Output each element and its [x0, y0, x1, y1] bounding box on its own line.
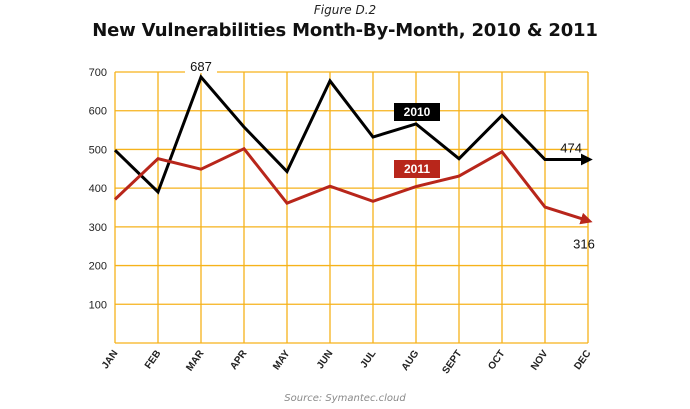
x-axis-ticks: JAN FEB MAR APR MAY JUN JUL AUG SEPT OCT NOV DEC [100, 348, 593, 376]
x-tick-label: APR [228, 348, 250, 372]
y-tick-label: 100 [89, 299, 107, 311]
legend: 2010 2011 [394, 103, 440, 178]
series-lines [113, 74, 593, 225]
annotation-bg [185, 59, 217, 74]
source-note: Source: Symantec.cloud [284, 393, 406, 404]
figure-label: Figure D.2 [313, 3, 377, 17]
y-tick-label: 200 [89, 261, 107, 273]
chart-title: New Vulnerabilities Month-By-Month, 2010… [92, 20, 598, 41]
x-tick-label: JUN [315, 348, 335, 371]
x-tick-label: NOV [529, 348, 551, 372]
x-tick-label: JAN [100, 348, 120, 371]
series-line-2011 [113, 146, 593, 225]
annotation-label: 316 [573, 237, 595, 252]
legend-box-2011 [394, 160, 440, 178]
legend-label: 2010 [404, 105, 431, 119]
y-tick-label: 500 [89, 144, 107, 156]
annotation-label: 687 [190, 59, 212, 74]
x-tick-label: DEC [572, 348, 593, 372]
annotations: 687 474 316 [185, 59, 595, 252]
x-tick-label: JUL [359, 348, 379, 370]
x-tick-label: MAY [271, 348, 292, 372]
x-tick-label: AUG [400, 348, 422, 373]
series-line-2010 [113, 74, 593, 195]
legend-label: 2011 [404, 162, 430, 176]
y-tick-label: 700 [89, 67, 107, 79]
legend-box-2010 [394, 103, 440, 121]
x-tick-label: OCT [486, 348, 507, 372]
annotation-label: 474 [560, 140, 582, 155]
y-tick-label: 300 [89, 222, 107, 234]
x-tick-label: FEB [143, 348, 163, 371]
y-axis-ticks: 100 200 300 400 500 600 700 [89, 67, 107, 311]
y-tick-label: 400 [89, 183, 107, 195]
grid [114, 71, 589, 344]
x-tick-label: MAR [184, 348, 207, 374]
y-tick-label: 600 [89, 106, 107, 118]
x-tick-label: SEPT [440, 348, 464, 376]
